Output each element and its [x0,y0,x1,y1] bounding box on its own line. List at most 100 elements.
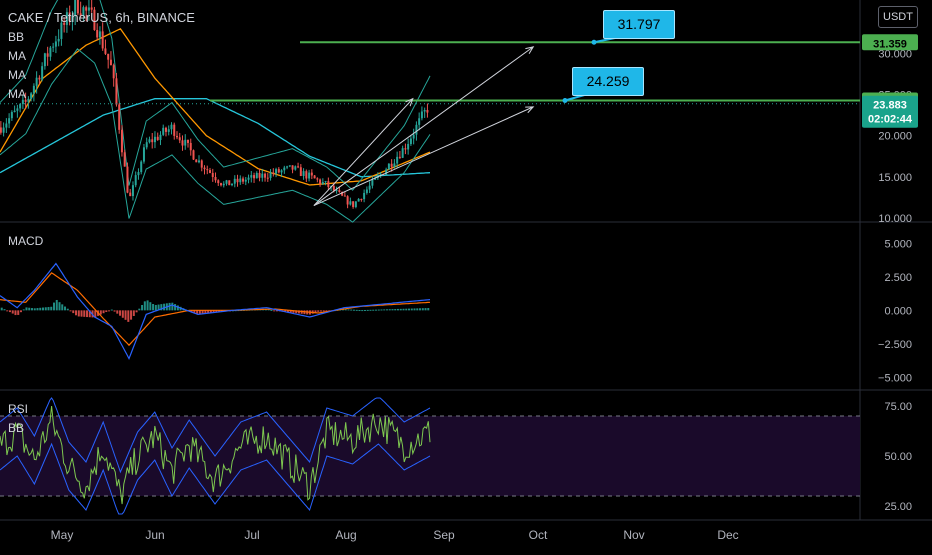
macd-histogram-bar [28,307,31,311]
macd-histogram-bar [30,308,33,311]
candle-body [346,196,349,205]
candle-body [54,41,57,47]
macd-tick-label-1: 2.500 [884,272,912,284]
macd-line [0,262,431,361]
indicator-bb-label[interactable]: BB [8,30,25,44]
macd-histogram-bar [344,309,347,311]
macd-histogram-bar [80,310,83,317]
macd-histogram-bar [55,299,58,311]
candle-body [65,12,68,25]
candle-body [142,147,145,162]
axis-tag-upper-box [862,34,918,51]
macd-histogram-bar [14,310,17,316]
candle-body [87,7,90,11]
macd-histogram-bar [341,309,344,311]
indicator-ma1-label[interactable]: MA [8,49,26,63]
macd-histogram-bar [314,310,317,313]
candle-body [186,139,189,143]
candle-body [115,78,118,105]
projection-arrowhead-2 [405,97,414,107]
candle-body [305,171,308,179]
macd-histogram-bar [58,302,61,311]
rsi-bb-label: BB [8,421,25,435]
rsi-bb-upper [0,397,431,474]
macd-histogram-bar [44,307,47,311]
macd-histogram-bar [176,305,179,311]
candle-body [32,85,35,94]
macd-histogram-bar [86,310,89,318]
candle-body [137,172,140,176]
callout-lower[interactable]: 24.259 [572,67,644,96]
candle-body [357,198,360,202]
macd-histogram-bar [19,310,22,313]
currency-button[interactable]: USDT [878,6,918,28]
macd-tick-label-3: −2.500 [878,339,912,351]
candle-body [19,104,22,109]
candle-body [398,156,401,158]
candle-body [16,108,19,111]
indicator-ma2-label[interactable]: MA [8,68,26,82]
candle-body [49,47,52,57]
projection-arrow-2 [313,98,414,206]
macd-histogram-bar [88,310,91,318]
candle-body [140,161,143,173]
macd-histogram-bar [190,310,193,312]
candle-body [164,127,167,132]
candle-body [63,22,66,25]
rsi-line [0,405,431,505]
candle-body [423,109,426,112]
macd-histogram-bar [75,310,78,316]
candle-body [184,139,187,146]
macd-histogram-bar [413,308,416,311]
macd-histogram-bar [372,309,375,311]
candle-body [404,148,407,150]
macd-histogram-bar [39,307,42,311]
candle-body [10,112,13,119]
candle-body [338,190,341,193]
macd-histogram-bar [50,306,53,311]
candle-body [217,180,220,184]
callout-upper[interactable]: 31.797 [603,10,675,39]
macd-histogram-bar [300,310,303,314]
candle-body [211,172,214,178]
macd-histogram-bar [289,310,292,313]
macd-histogram-bar [358,310,361,312]
rsi-tick-label-0: 75.00 [884,401,912,413]
candle-body [131,185,134,197]
candle-body [27,98,30,102]
macd-histogram-bar [110,309,113,311]
candle-body [266,177,269,179]
candle-body [82,7,85,16]
macd-histogram-bar [399,308,402,311]
time-tick-label-sep: Sep [433,528,455,542]
macd-histogram-bar [33,308,36,311]
candle-body [250,175,253,178]
candle-body [288,165,291,167]
candle-body [101,31,104,49]
candle-body [352,201,355,207]
macd-histogram-bar [163,303,166,311]
candle-body [228,180,231,186]
candle-body [93,9,96,30]
ma-cyan-line [0,98,431,178]
candle-body [126,166,129,193]
candle-body [332,186,335,191]
candle-body [71,15,74,22]
macd-histogram-bar [374,309,377,311]
candle-body [343,195,346,197]
candle-body [321,182,324,184]
macd-histogram-bar [130,310,133,320]
candle-body [316,178,319,180]
macd-histogram-bar [171,302,174,311]
macd-histogram-bar [204,310,207,314]
candle-body [195,159,198,163]
candle-body [253,175,256,179]
candle-body [308,172,311,179]
price-tick-label-4: 30.000 [878,48,912,60]
indicator-ma3-label[interactable]: MA [8,87,26,101]
macd-histogram-bar [0,307,3,311]
macd-histogram-bar [198,310,201,314]
candle-body [239,178,242,183]
